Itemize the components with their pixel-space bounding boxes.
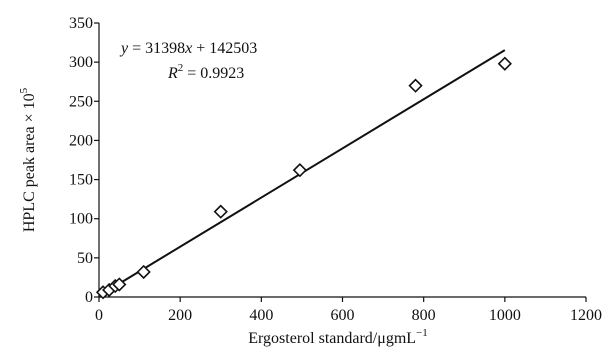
- r-squared-exponent: 2: [178, 62, 184, 74]
- x-tick-label: 800: [412, 307, 436, 324]
- y-tick-label: 350: [69, 15, 93, 32]
- r-squared-value: = 0.9923: [183, 65, 244, 82]
- equation-y-var: y: [119, 40, 129, 57]
- data-point-marker: [292, 163, 308, 178]
- equation-x-var: x: [184, 40, 192, 57]
- x-axis-title-exponent: −1: [416, 327, 428, 339]
- r-squared-label: R2 = 0.9923: [167, 62, 244, 82]
- x-tick-label: 1000: [489, 307, 521, 324]
- y-ticks: 0 50 100 150 200 250 300 350: [69, 15, 99, 306]
- y-tick-label: 100: [69, 211, 93, 228]
- data-point-marker: [408, 78, 423, 93]
- x-axis-title: Ergosterol standard/μgmL−1: [248, 327, 428, 347]
- y-axis-title-main: HPLC peak area × 10: [21, 93, 38, 232]
- data-point-marker: [213, 204, 228, 219]
- equation-slope: = 31398: [128, 40, 185, 57]
- data-point-marker: [112, 277, 127, 292]
- y-tick-label: 300: [69, 54, 93, 71]
- equation-label: y = 31398x + 142503: [119, 40, 257, 57]
- y-tick-label: 0: [85, 289, 93, 306]
- x-tick-label: 0: [95, 307, 103, 324]
- x-tick-label: 400: [249, 307, 273, 324]
- x-axis-title-main: Ergosterol standard/μgmL: [248, 330, 416, 347]
- x-ticks: 0 200 400 600 800 1000 1200: [95, 297, 602, 324]
- data-markers: [95, 56, 512, 300]
- y-axis-title: HPLC peak area × 105: [18, 87, 38, 232]
- x-tick-label: 600: [331, 307, 355, 324]
- r-squared-symbol: R: [167, 65, 178, 82]
- data-point-marker: [136, 264, 151, 280]
- y-tick-label: 150: [69, 172, 93, 189]
- y-tick-label: 250: [69, 93, 93, 110]
- y-axis-title-exponent: 5: [18, 87, 30, 93]
- y-tick-label: 50: [77, 250, 93, 267]
- y-tick-label: 200: [69, 132, 93, 149]
- data-point-marker: [497, 56, 512, 71]
- x-tick-label: 200: [168, 307, 192, 324]
- x-tick-label: 1200: [570, 307, 602, 324]
- equation-intercept: + 142503: [192, 40, 257, 57]
